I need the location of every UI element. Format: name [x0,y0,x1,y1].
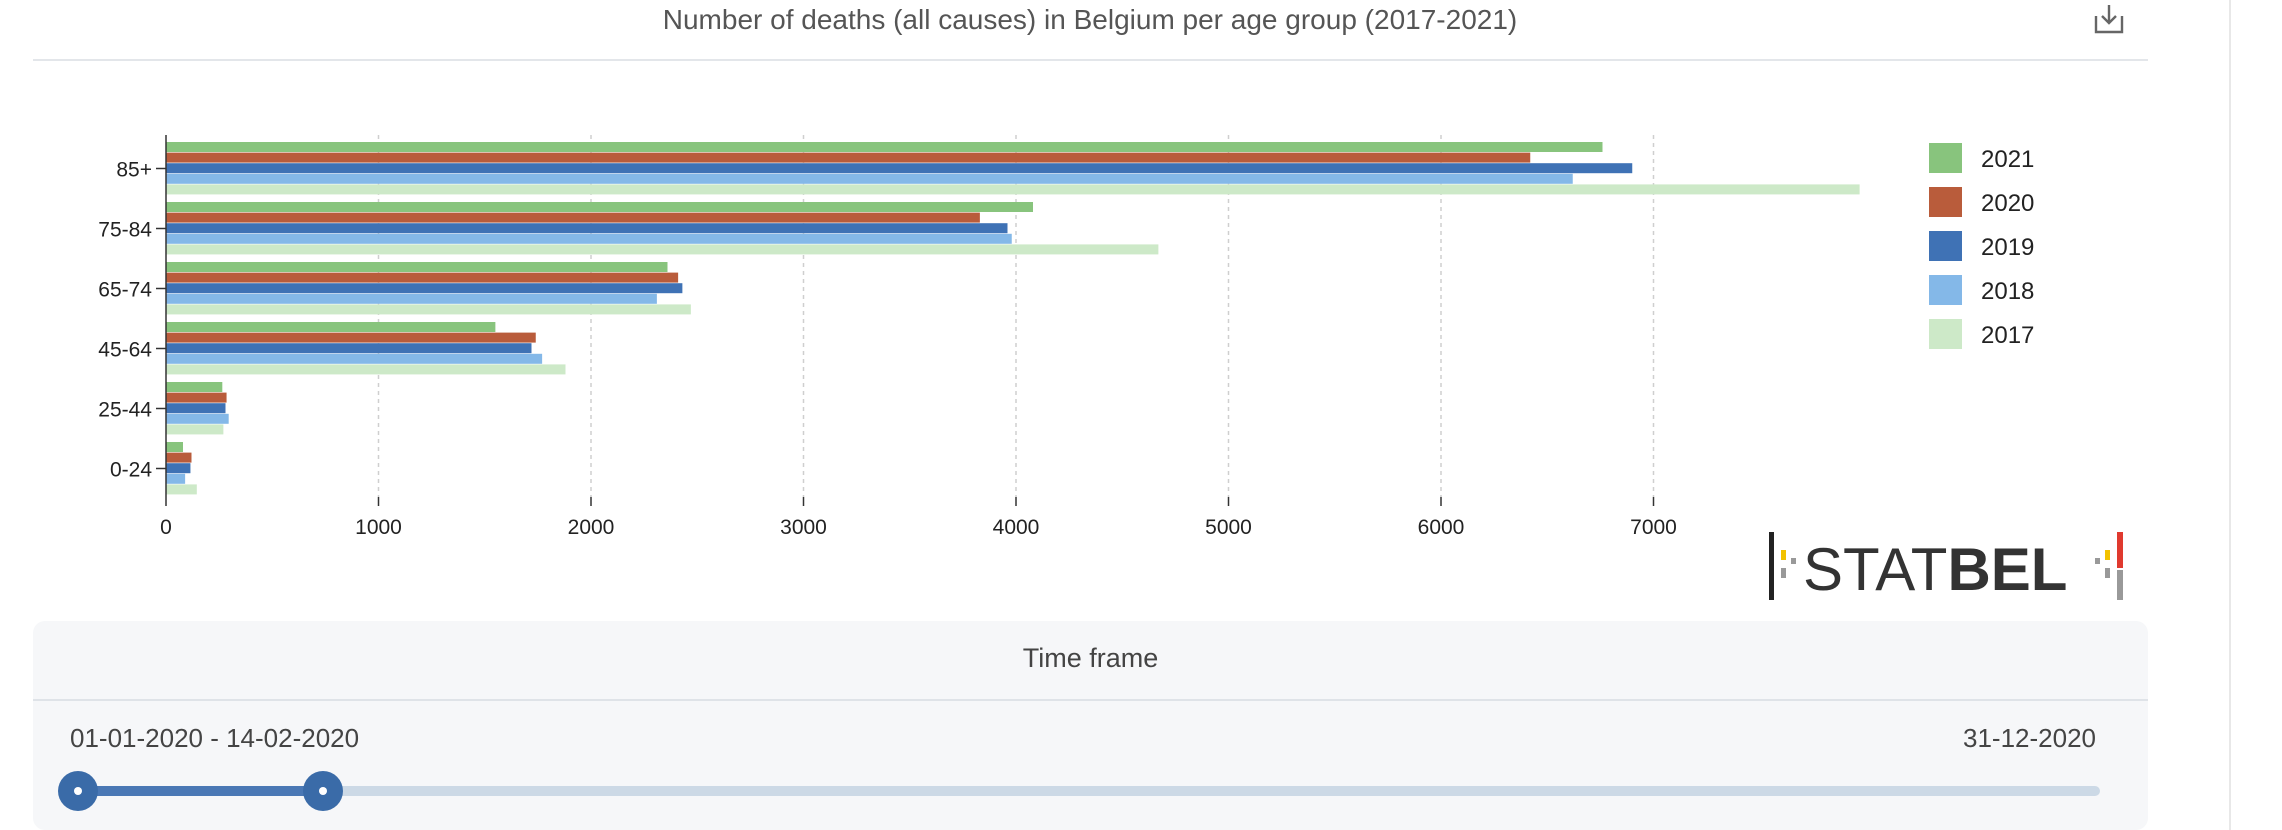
x-tick-label: 3000 [780,516,827,539]
slider-start-handle[interactable] [58,771,98,811]
legend-label-2020: 2020 [1981,190,2034,217]
y-tick-label: 0-24 [110,459,152,482]
legend-swatch-2021 [1929,143,1962,173]
y-tick-label: 25-44 [98,399,152,422]
bar-2018-65-74 [166,293,657,304]
slider-end-handle[interactable] [303,771,343,811]
bar-2018-85plus [166,173,1573,184]
bar-2017-25-44 [166,424,224,435]
bar-2021-85plus [166,142,1603,152]
legend-swatch-2017 [1929,319,1962,349]
bar-chart: 85+ 75-84 65-74 45-64 25-44 0-24 0 1000 2000 3000… [98,135,2034,539]
legend-label-2017: 2017 [1981,322,2034,349]
bar-2019-75-84 [166,223,1008,234]
bar-2017-45-64 [166,364,566,375]
x-tick-label: 7000 [1630,516,1677,539]
bar-2019-85plus [166,163,1633,174]
x-tick-label: 0 [160,516,172,539]
legend-label-2018: 2018 [1981,278,2034,305]
bar-2021-25-44 [166,382,223,392]
range-end-label: 31-12-2020 [1963,723,2096,753]
legend-swatch-2020 [1929,187,1962,217]
bar-2021-0-24 [166,442,183,452]
bar-2017-65-74 [166,304,691,315]
y-tick-label: 45-64 [98,339,152,362]
time-slider-track[interactable] [78,786,2100,796]
bar-2017-75-84 [166,244,1159,255]
chart-title: Number of deaths (all causes) in Belgium… [662,4,1518,35]
bar-2018-0-24 [166,473,186,484]
bar-2020-0-24 [166,452,192,463]
download-icon [2094,5,2124,34]
logo-text-regular: STAT [1803,536,1947,602]
bar-2020-85plus [166,152,1531,163]
title-divider [33,59,2148,61]
time-frame-title: Time frame [1022,643,1159,673]
legend-label-2019: 2019 [1981,234,2034,261]
time-slider-selection[interactable] [78,786,323,796]
bar-2019-65-74 [166,283,683,294]
x-tick-label: 1000 [355,516,402,539]
y-tick-label: 75-84 [98,219,152,242]
bar-2017-0-24 [166,484,197,495]
svg-text:STATBEL: STATBEL [1803,536,2067,602]
statbel-logo: STATBEL [1769,532,2123,602]
x-tick-label: 5000 [1205,516,1252,539]
download-button[interactable] [2092,2,2126,36]
bar-2019-0-24 [166,463,191,474]
bar-2020-65-74 [166,272,679,283]
bar-2019-45-64 [166,343,532,354]
legend-swatch-2019 [1929,231,1962,261]
bar-2018-45-64 [166,353,543,364]
x-tick-label: 6000 [1418,516,1465,539]
x-tick-label: 2000 [568,516,615,539]
legend-label-2021: 2021 [1981,146,2034,173]
bar-2020-45-64 [166,332,536,343]
bar-2018-25-44 [166,413,229,424]
bar-2021-65-74 [166,262,668,272]
bar-2019-25-44 [166,403,226,414]
y-tick-label: 85+ [116,159,152,182]
page-scroll-edge [2229,0,2231,830]
x-tick-label: 4000 [993,516,1040,539]
bar-2020-75-84 [166,212,980,223]
y-tick-label: 65-74 [98,279,152,302]
bar-2021-75-84 [166,202,1033,212]
bar-2017-85plus [166,184,1860,195]
logo-text-bold: BEL [1947,536,2067,602]
time-frame-divider [33,699,2148,701]
bar-2018-75-84 [166,233,1012,244]
time-frame-panel: Time frame 01-01-2020 - 14-02-2020 31-12… [33,621,2148,830]
legend-swatch-2018 [1929,275,1962,305]
bar-2021-45-64 [166,322,496,332]
range-start-label: 01-01-2020 - 14-02-2020 [70,723,360,753]
bar-2020-25-44 [166,392,227,403]
